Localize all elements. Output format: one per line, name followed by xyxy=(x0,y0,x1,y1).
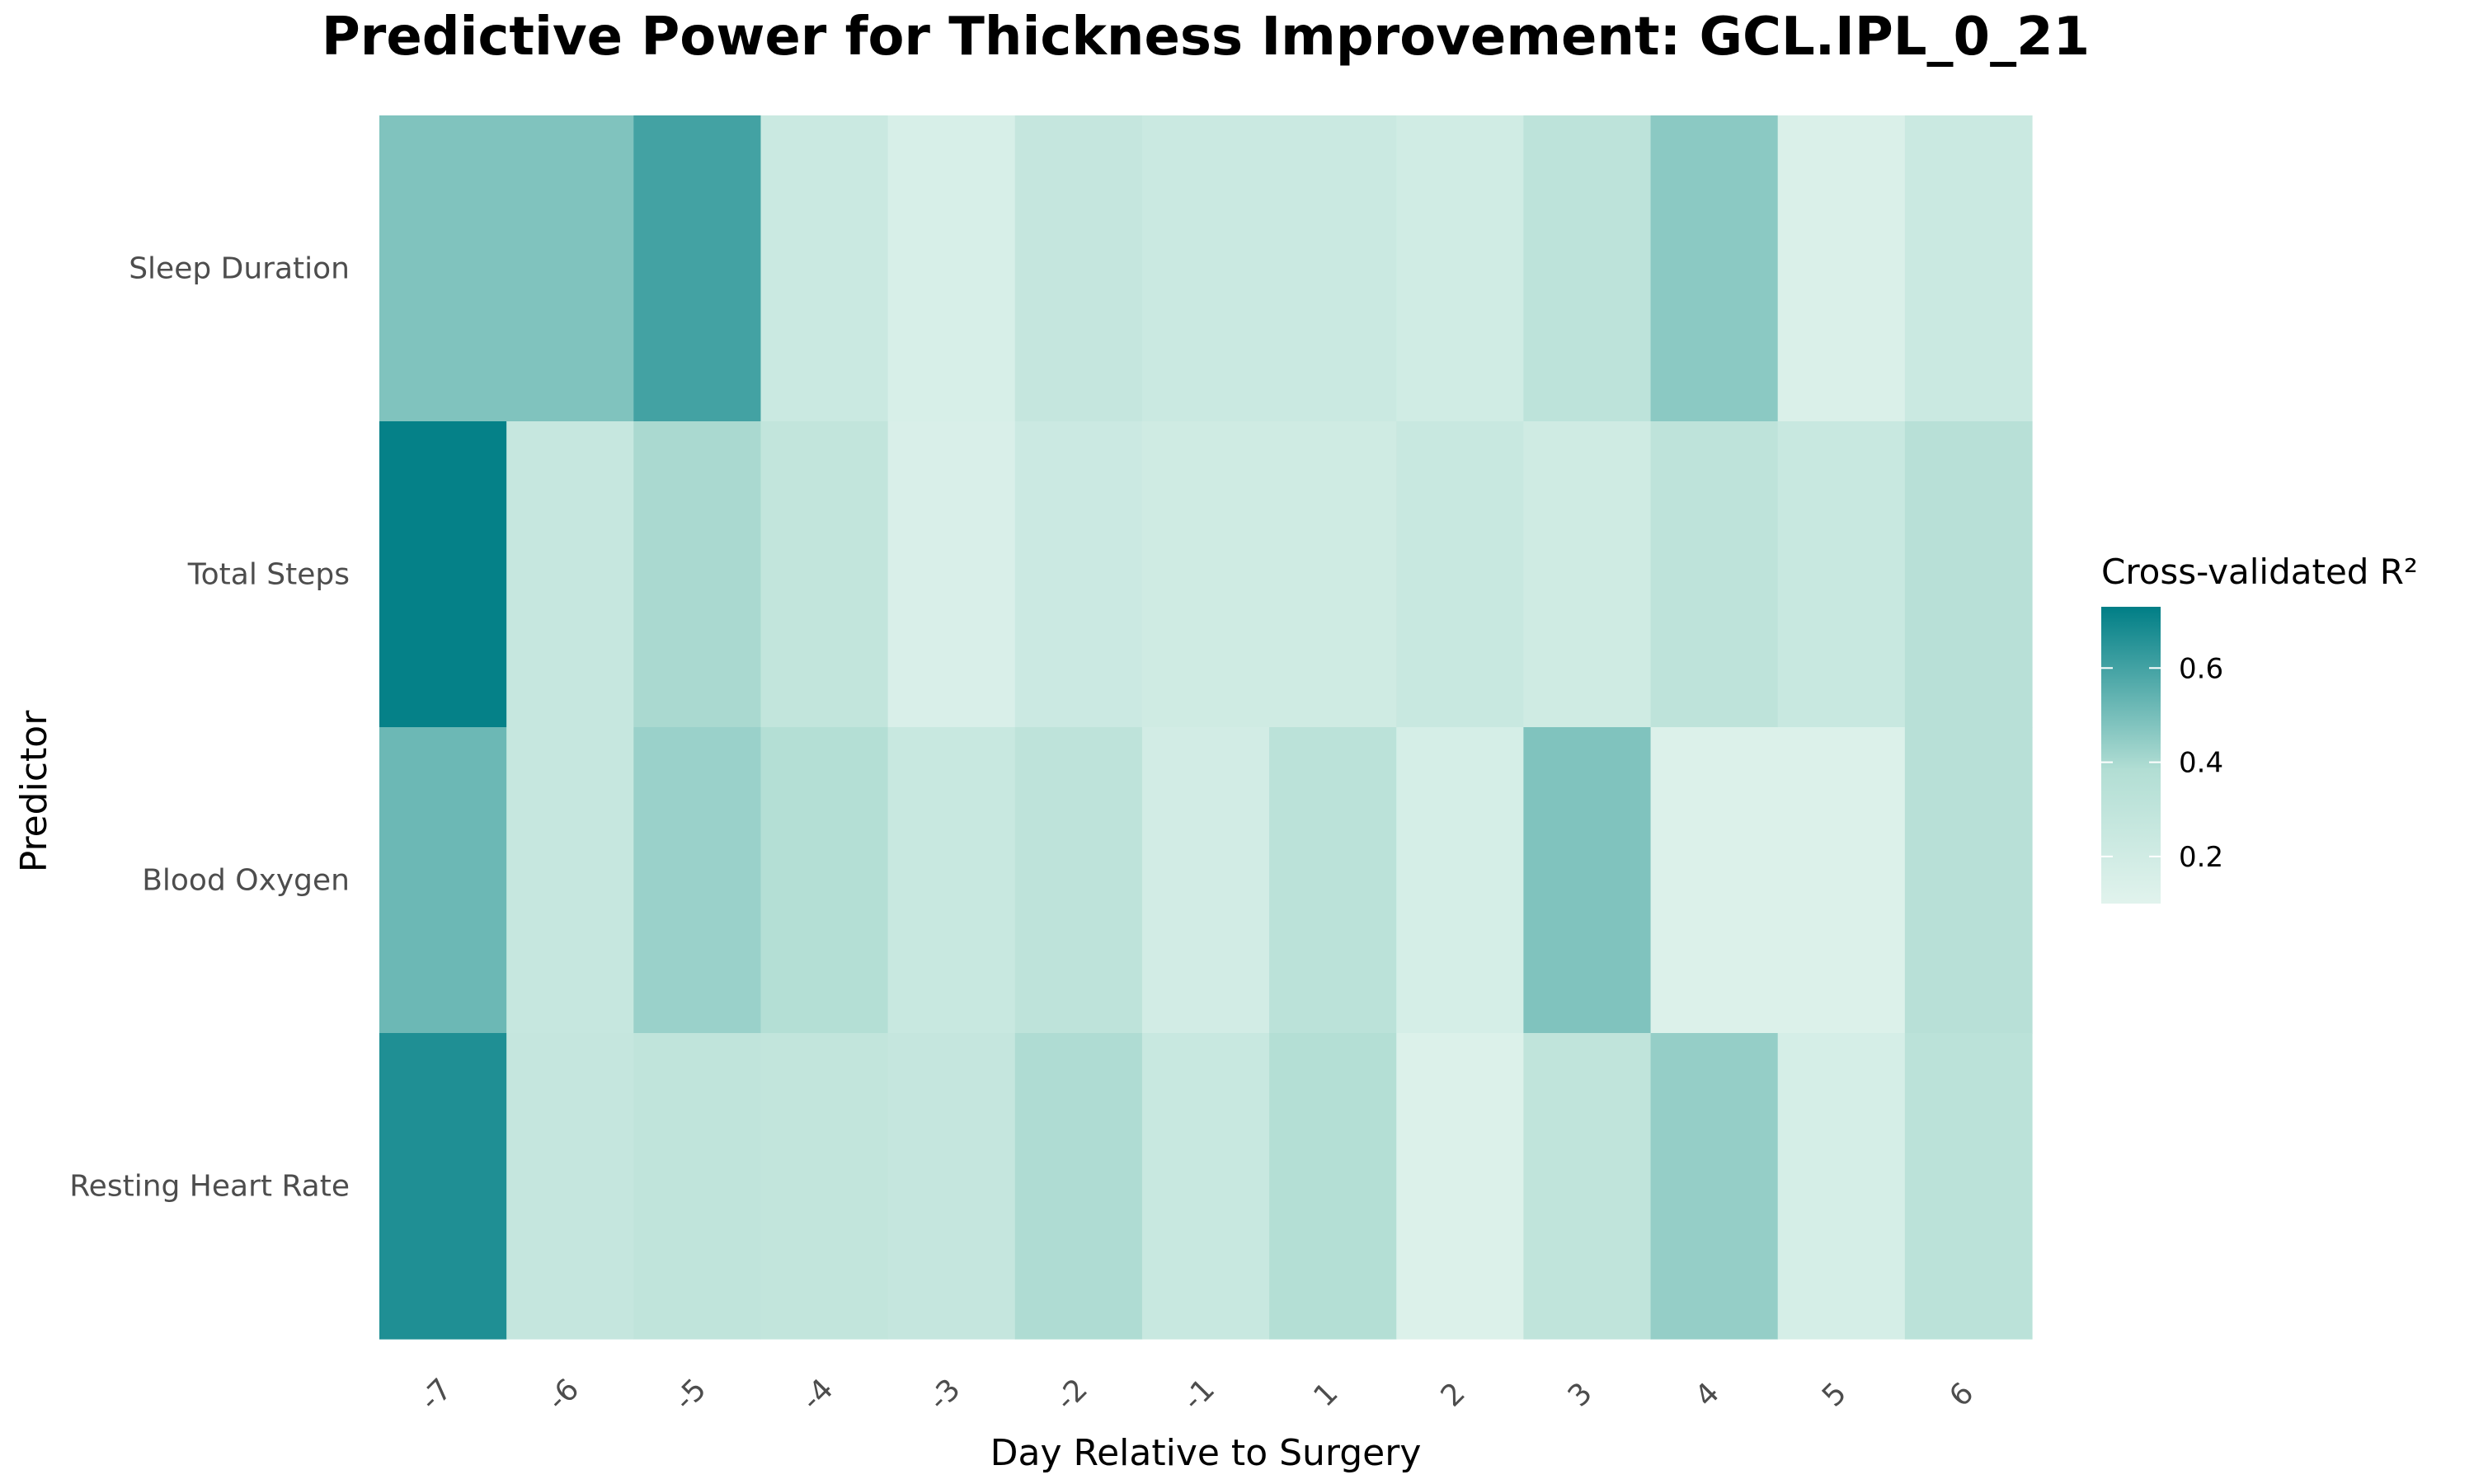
heatmap-cell xyxy=(1141,421,1270,728)
x-tick-label: -2 xyxy=(1050,1373,1094,1417)
heatmap-cell xyxy=(1650,421,1779,728)
x-tick-label: 5 xyxy=(1816,1376,1853,1413)
heatmap-cell xyxy=(1014,1033,1143,1340)
heatmap-cell xyxy=(1269,421,1397,728)
x-axis-label: Day Relative to Surgery xyxy=(990,1432,1422,1474)
heatmap-cell xyxy=(1904,727,2033,1034)
heatmap-cell xyxy=(633,727,762,1034)
heatmap-cell xyxy=(1523,115,1652,422)
heatmap-cell xyxy=(1396,1033,1524,1340)
heatmap-cell xyxy=(760,1033,889,1340)
heatmap-cell xyxy=(633,115,762,422)
heatmap-cell xyxy=(379,115,507,422)
heatmap-cell xyxy=(1523,727,1652,1034)
color-legend: Cross-validated R² 0.6 0.4 0.2 xyxy=(2101,552,2418,904)
heatmap-cell xyxy=(1777,727,1906,1034)
heatmap-cell xyxy=(1396,727,1524,1034)
y-tick-label: Blood Oxygen xyxy=(142,864,350,898)
x-tick-label: 3 xyxy=(1562,1376,1599,1413)
heatmap-cell xyxy=(506,1033,634,1340)
heatmap-cell xyxy=(1777,421,1906,728)
heatmap-cell xyxy=(1141,1033,1270,1340)
heatmap-cell xyxy=(1141,727,1270,1034)
y-tick-label: Resting Heart Rate xyxy=(69,1170,350,1204)
heatmap-cell xyxy=(1014,115,1143,422)
x-tick-label: -6 xyxy=(541,1373,586,1417)
heatmap-cell xyxy=(1141,115,1270,422)
heatmap-cell xyxy=(1777,1033,1906,1340)
heatmap-cell xyxy=(887,115,1016,422)
x-tick-label: -4 xyxy=(795,1373,840,1417)
heatmap-cell xyxy=(379,421,507,728)
heatmap-cell xyxy=(760,421,889,728)
heatmap-cell xyxy=(1396,421,1524,728)
heatmap-cell xyxy=(1904,421,2033,728)
heatmap-cell xyxy=(1650,1033,1779,1340)
heatmap-cell xyxy=(506,421,634,728)
legend-tick-label: 0.4 xyxy=(2179,747,2223,780)
x-tick-label: 2 xyxy=(1435,1376,1472,1413)
x-tick-label: -5 xyxy=(668,1373,713,1417)
heatmap-cell xyxy=(506,115,634,422)
x-tick-label: 6 xyxy=(1943,1376,1980,1413)
heatmap-cell xyxy=(1269,1033,1397,1340)
x-tick-label: -3 xyxy=(922,1373,967,1417)
heatmap-cell xyxy=(887,421,1016,728)
x-tick-label: 4 xyxy=(1689,1376,1726,1413)
heatmap-cell xyxy=(760,727,889,1034)
y-tick-labels: Sleep Duration Total Steps Blood Oxygen Res… xyxy=(69,252,350,1204)
heatmap-cell xyxy=(1904,1033,2033,1340)
heatmap-cell xyxy=(1777,115,1906,422)
legend-colorbar xyxy=(2101,607,2161,904)
heatmap-cell xyxy=(1523,421,1652,728)
x-tick-labels: -7 -6 -5 -4 -3 -2 -1 1 2 3 4 5 6 xyxy=(414,1373,1981,1417)
y-tick-label: Total Steps xyxy=(187,558,350,592)
heatmap-cell xyxy=(887,727,1016,1034)
heatmap-cell xyxy=(633,421,762,728)
heatmap-cell xyxy=(1396,115,1524,422)
legend-tick-label: 0.6 xyxy=(2179,652,2223,685)
y-axis-label: Predictor xyxy=(13,710,55,872)
x-tick-label: -1 xyxy=(1177,1373,1221,1417)
legend-ticks: 0.6 0.4 0.2 xyxy=(2101,652,2223,874)
heatmap-cell xyxy=(1650,727,1779,1034)
heatmap-cell xyxy=(1269,727,1397,1034)
heatmap-cell xyxy=(1014,421,1143,728)
heatmap-cell xyxy=(379,727,507,1034)
heatmap-cell xyxy=(379,1033,507,1340)
x-tick-label: -7 xyxy=(414,1373,459,1417)
heatmap-cell xyxy=(1650,115,1779,422)
heatmap-cell xyxy=(887,1033,1016,1340)
x-tick-label: 1 xyxy=(1307,1376,1344,1413)
heatmap-cell xyxy=(1014,727,1143,1034)
heatmap-cell xyxy=(1523,1033,1652,1340)
heatmap-cell xyxy=(1904,115,2033,422)
y-tick-label: Sleep Duration xyxy=(129,252,350,286)
heatmap-cell xyxy=(633,1033,762,1340)
heatmap-cell xyxy=(1269,115,1397,422)
heatmap-cells xyxy=(379,115,2033,1340)
heatmap-cell xyxy=(760,115,889,422)
heatmap-cell xyxy=(506,727,634,1034)
legend-tick-label: 0.2 xyxy=(2179,841,2223,874)
legend-title: Cross-validated R² xyxy=(2101,552,2418,592)
chart-title: Predictive Power for Thickness Improveme… xyxy=(322,7,2090,68)
